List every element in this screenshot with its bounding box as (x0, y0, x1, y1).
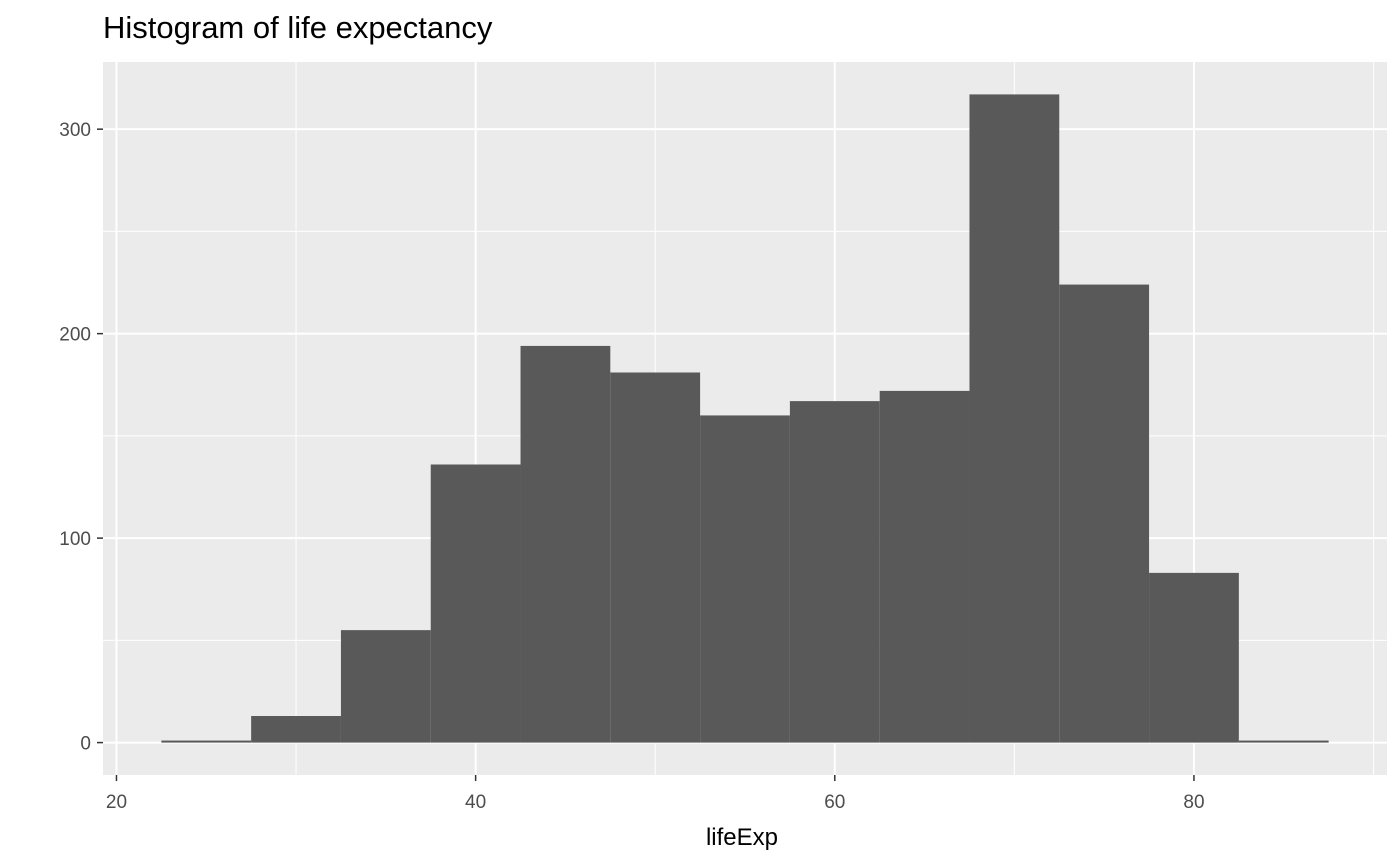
x-axis: 20 40 60 80 (106, 775, 1205, 813)
x-tick-label: 80 (1183, 792, 1204, 813)
histogram-bar (1149, 572, 1239, 743)
histogram-bar (340, 630, 431, 743)
histogram-bar (789, 401, 880, 743)
y-tick-label: 100 (59, 529, 91, 550)
y-tick-label: 300 (59, 120, 91, 141)
histogram-bar (520, 345, 611, 743)
y-tick-label: 200 (59, 325, 91, 346)
histogram-bar (1059, 284, 1150, 743)
x-tick-label: 40 (465, 792, 486, 813)
histogram-bar (161, 740, 252, 743)
histogram-bar (610, 372, 701, 743)
histogram-bar (700, 415, 790, 743)
x-tick-label: 60 (824, 792, 845, 813)
histogram-bar (969, 94, 1060, 743)
y-tick-label: 0 (80, 734, 91, 755)
histogram-bar (251, 716, 341, 743)
histogram-bar (1238, 740, 1329, 743)
histogram-bar (430, 464, 521, 743)
x-tick-label: 20 (106, 792, 127, 813)
x-axis-label: lifeExp (706, 824, 778, 851)
histogram-bar (879, 390, 970, 743)
histogram-bars (161, 94, 1329, 743)
y-axis: 0 100 200 300 (59, 120, 103, 755)
chart-title: Histogram of life expectancy (103, 10, 493, 45)
